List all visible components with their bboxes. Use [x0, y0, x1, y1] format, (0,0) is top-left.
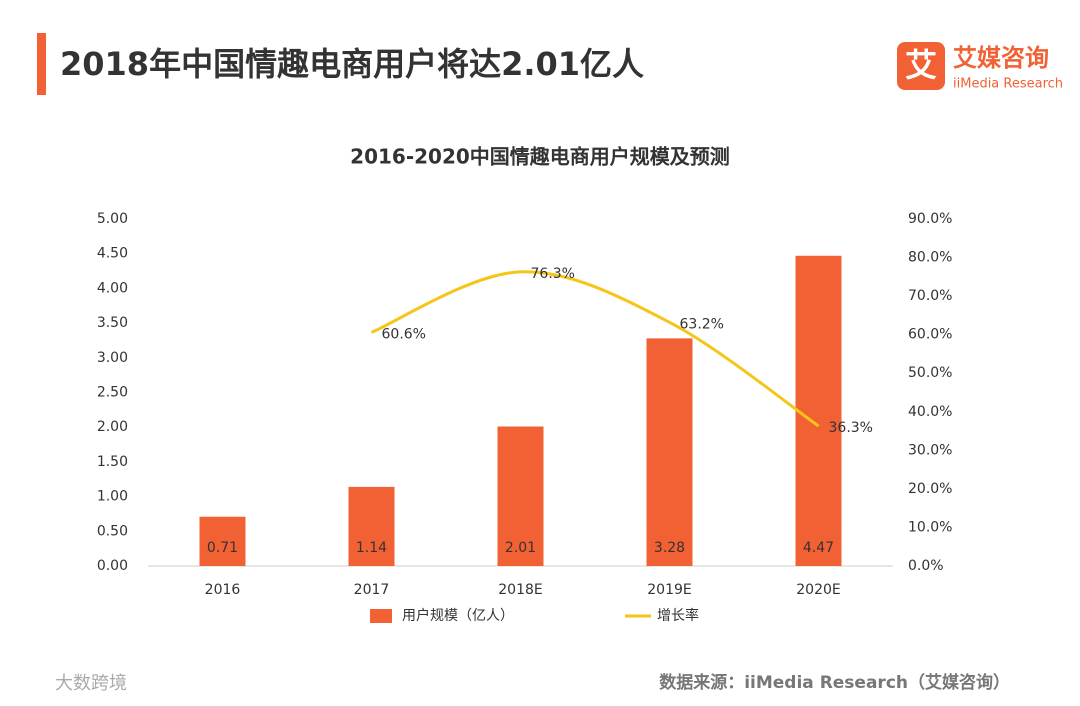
x-tick-label: 2019E: [647, 582, 691, 598]
y2-tick-label: 10.0%: [908, 519, 952, 535]
y2-tick-label: 50.0%: [908, 365, 952, 381]
x-tick-label: 2017: [354, 582, 390, 598]
logo-name: 艾媒咨询: [953, 44, 1049, 72]
source: 数据来源：iiMedia Research（艾媒咨询）: [659, 672, 1010, 693]
y-tick-label: 1.50: [97, 454, 128, 470]
y-tick-label: 1.00: [97, 489, 128, 505]
y-tick-label: 2.00: [97, 419, 128, 435]
line-value-label: 76.3%: [531, 266, 575, 282]
y-tick-label: 5.00: [97, 211, 128, 227]
y2-tick-label: 60.0%: [908, 327, 952, 343]
bar-value-label: 4.47: [803, 540, 834, 556]
y-tick-label: 2.50: [97, 385, 128, 401]
growth-line: [370, 270, 820, 428]
page-title: 2018年中国情趣电商用户将达2.01亿人: [60, 45, 644, 83]
y-tick-label: 0.00: [97, 558, 128, 574]
bar-value-label: 3.28: [654, 540, 685, 556]
line-value-label: 60.6%: [382, 326, 426, 342]
bar-value-label: 0.71: [207, 540, 238, 556]
y-tick-label: 4.00: [97, 280, 128, 296]
legend-label: 用户规模（亿人）: [402, 607, 514, 624]
chart-title: 2016-2020中国情趣电商用户规模及预测: [350, 145, 730, 169]
bar: [199, 516, 246, 566]
title-accent: [37, 33, 46, 95]
bar: [795, 255, 842, 567]
y2-tick-label: 30.0%: [908, 442, 952, 458]
line-value-label: 36.3%: [829, 420, 873, 436]
x-tick-label: 2020E: [796, 582, 840, 598]
bar: [348, 486, 395, 566]
bar-value-label: 1.14: [356, 540, 387, 556]
bar: [646, 338, 693, 566]
y-tick-label: 3.00: [97, 350, 128, 366]
logo-icon: 艾: [905, 46, 937, 84]
bar: [497, 426, 544, 566]
y-tick-label: 4.50: [97, 246, 128, 262]
watermark: 大数跨境: [55, 673, 127, 694]
y2-tick-label: 70.0%: [908, 288, 952, 304]
y2-tick-label: 20.0%: [908, 481, 952, 497]
y2-tick-label: 40.0%: [908, 404, 952, 420]
logo-sub: iiMedia Research: [953, 77, 1063, 92]
legend-label: 增长率: [657, 607, 699, 624]
y2-tick-label: 80.0%: [908, 250, 952, 266]
y2-tick-label: 90.0%: [908, 211, 952, 227]
x-tick-label: 2016: [205, 582, 241, 598]
y-tick-label: 3.50: [97, 315, 128, 331]
logo-box: [897, 42, 945, 90]
x-tick-label: 2018E: [498, 582, 542, 598]
bar-value-label: 2.01: [505, 540, 536, 556]
y-tick-label: 0.50: [97, 523, 128, 539]
y2-tick-label: 0.0%: [908, 558, 944, 574]
legend-swatch: [370, 609, 392, 623]
line-value-label: 63.2%: [680, 316, 724, 332]
